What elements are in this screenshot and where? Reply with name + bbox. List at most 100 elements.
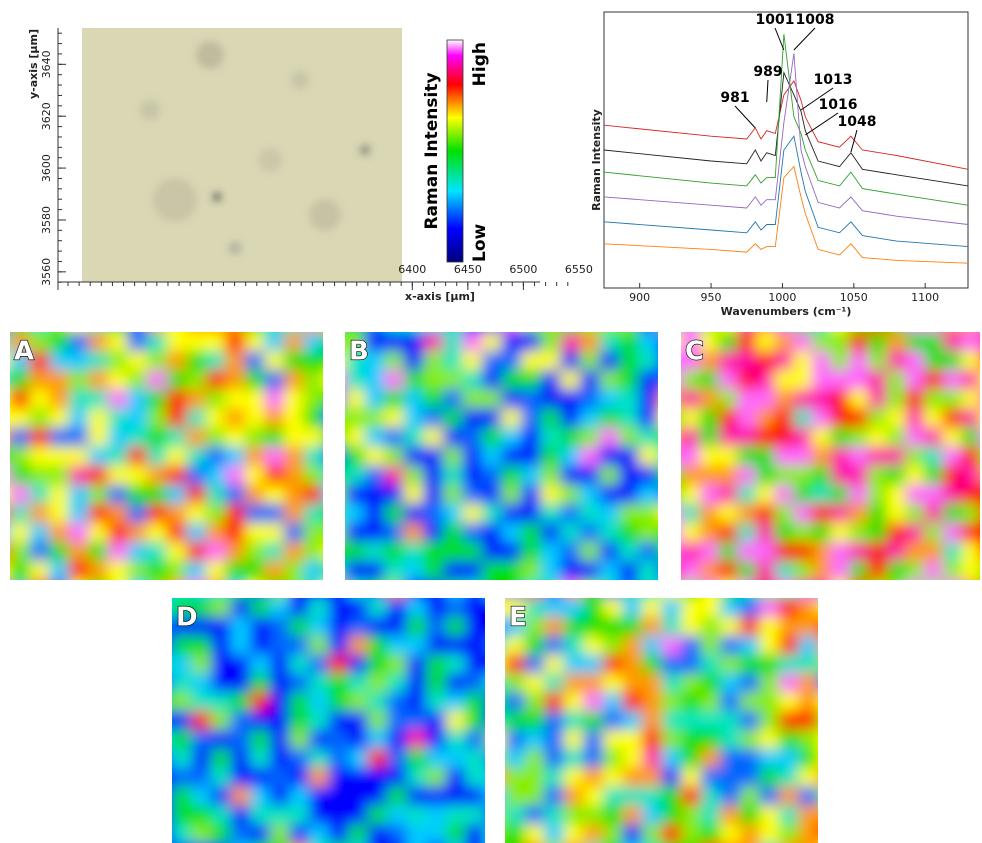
map-cell bbox=[759, 616, 780, 637]
map-cell bbox=[524, 711, 546, 731]
map-cell bbox=[759, 748, 780, 769]
map-cell bbox=[462, 370, 483, 391]
map-cell bbox=[579, 408, 601, 429]
map-cell bbox=[10, 522, 31, 543]
map-cell bbox=[793, 389, 813, 410]
map-cell bbox=[560, 389, 581, 410]
map-cell bbox=[88, 389, 109, 410]
map-cell bbox=[191, 767, 213, 788]
map-cell bbox=[264, 522, 285, 543]
x-tick-label: 6550 bbox=[565, 263, 593, 276]
map-cell bbox=[638, 465, 658, 486]
map-cell bbox=[583, 786, 604, 807]
map-cell bbox=[146, 560, 168, 580]
map-cell bbox=[793, 522, 813, 543]
map-cell bbox=[942, 541, 963, 562]
map-cell bbox=[245, 580, 266, 600]
map-cell bbox=[462, 541, 483, 562]
map-cell bbox=[798, 598, 818, 618]
map-cell bbox=[289, 616, 310, 637]
map-cell bbox=[146, 465, 168, 486]
map-cell bbox=[641, 711, 663, 731]
map-cell bbox=[426, 635, 447, 656]
map-cell bbox=[345, 522, 346, 543]
map-cell bbox=[348, 598, 369, 618]
map-cell bbox=[442, 560, 464, 580]
map-cell bbox=[759, 635, 780, 656]
map-cell bbox=[230, 767, 252, 788]
map-cell bbox=[328, 598, 350, 618]
annotation-label: 1016 bbox=[819, 97, 858, 113]
map-cell bbox=[622, 598, 643, 618]
annotation-arrow bbox=[800, 87, 834, 111]
map-cell bbox=[462, 446, 483, 467]
map-cell bbox=[583, 616, 604, 637]
panel-letter: E bbox=[509, 603, 527, 633]
map-cell bbox=[303, 389, 323, 410]
map-cell bbox=[793, 351, 813, 372]
map-cell bbox=[699, 370, 720, 391]
map-cell bbox=[345, 427, 346, 448]
map-cell bbox=[485, 711, 506, 731]
map-cell bbox=[283, 484, 305, 505]
map-cell bbox=[303, 484, 323, 505]
map-cell bbox=[10, 389, 31, 410]
map-cell bbox=[849, 351, 869, 372]
map-cell bbox=[658, 389, 679, 409]
map-cell bbox=[244, 351, 266, 372]
map-cell bbox=[923, 503, 944, 524]
map-cell bbox=[289, 748, 310, 769]
map-cell bbox=[905, 503, 925, 524]
map-cell bbox=[345, 332, 366, 353]
map-cell bbox=[830, 484, 851, 505]
map-cell bbox=[755, 427, 776, 448]
map-cell bbox=[661, 805, 683, 826]
map-cell bbox=[403, 370, 425, 391]
map-cell bbox=[942, 370, 963, 391]
map-cell bbox=[10, 446, 31, 467]
map-cell bbox=[10, 370, 31, 391]
map-cell bbox=[923, 446, 944, 467]
map-cell bbox=[442, 446, 464, 467]
map-cell bbox=[29, 408, 51, 429]
map-cell bbox=[618, 560, 640, 580]
map-cell bbox=[323, 332, 344, 352]
map-cell bbox=[172, 673, 173, 694]
map-cell bbox=[303, 541, 323, 562]
map-cell bbox=[303, 503, 323, 524]
map-cell bbox=[88, 351, 109, 372]
map-cell bbox=[364, 541, 386, 562]
map-cell bbox=[445, 654, 467, 675]
map-cell bbox=[205, 370, 227, 391]
map-cell bbox=[867, 389, 888, 410]
map-cell bbox=[505, 673, 506, 694]
map-cell bbox=[755, 408, 776, 429]
map-cell bbox=[264, 503, 285, 524]
map-cell bbox=[661, 635, 683, 656]
map-cell bbox=[191, 711, 213, 731]
map-cell bbox=[211, 654, 232, 675]
map-cell bbox=[384, 427, 405, 448]
map-cell bbox=[521, 541, 542, 562]
map-cell bbox=[442, 465, 464, 486]
map-cell bbox=[127, 580, 148, 600]
map-cell bbox=[345, 389, 366, 410]
map-cell bbox=[905, 332, 925, 333]
map-cell bbox=[563, 598, 585, 618]
map-cell bbox=[831, 580, 851, 600]
map-cell bbox=[172, 598, 173, 599]
map-cell bbox=[348, 598, 369, 599]
map-cell bbox=[264, 351, 285, 372]
map-cell bbox=[348, 635, 369, 656]
map-cell bbox=[681, 332, 701, 353]
map-cell bbox=[700, 786, 722, 807]
map-cell bbox=[867, 351, 888, 372]
map-cell bbox=[308, 824, 330, 843]
map-cell bbox=[868, 580, 888, 600]
map-cell bbox=[501, 484, 523, 505]
map-cell bbox=[404, 580, 425, 600]
map-cell bbox=[29, 370, 51, 391]
map-cell bbox=[622, 635, 643, 656]
map-cell bbox=[923, 389, 944, 410]
map-cell bbox=[618, 427, 640, 448]
